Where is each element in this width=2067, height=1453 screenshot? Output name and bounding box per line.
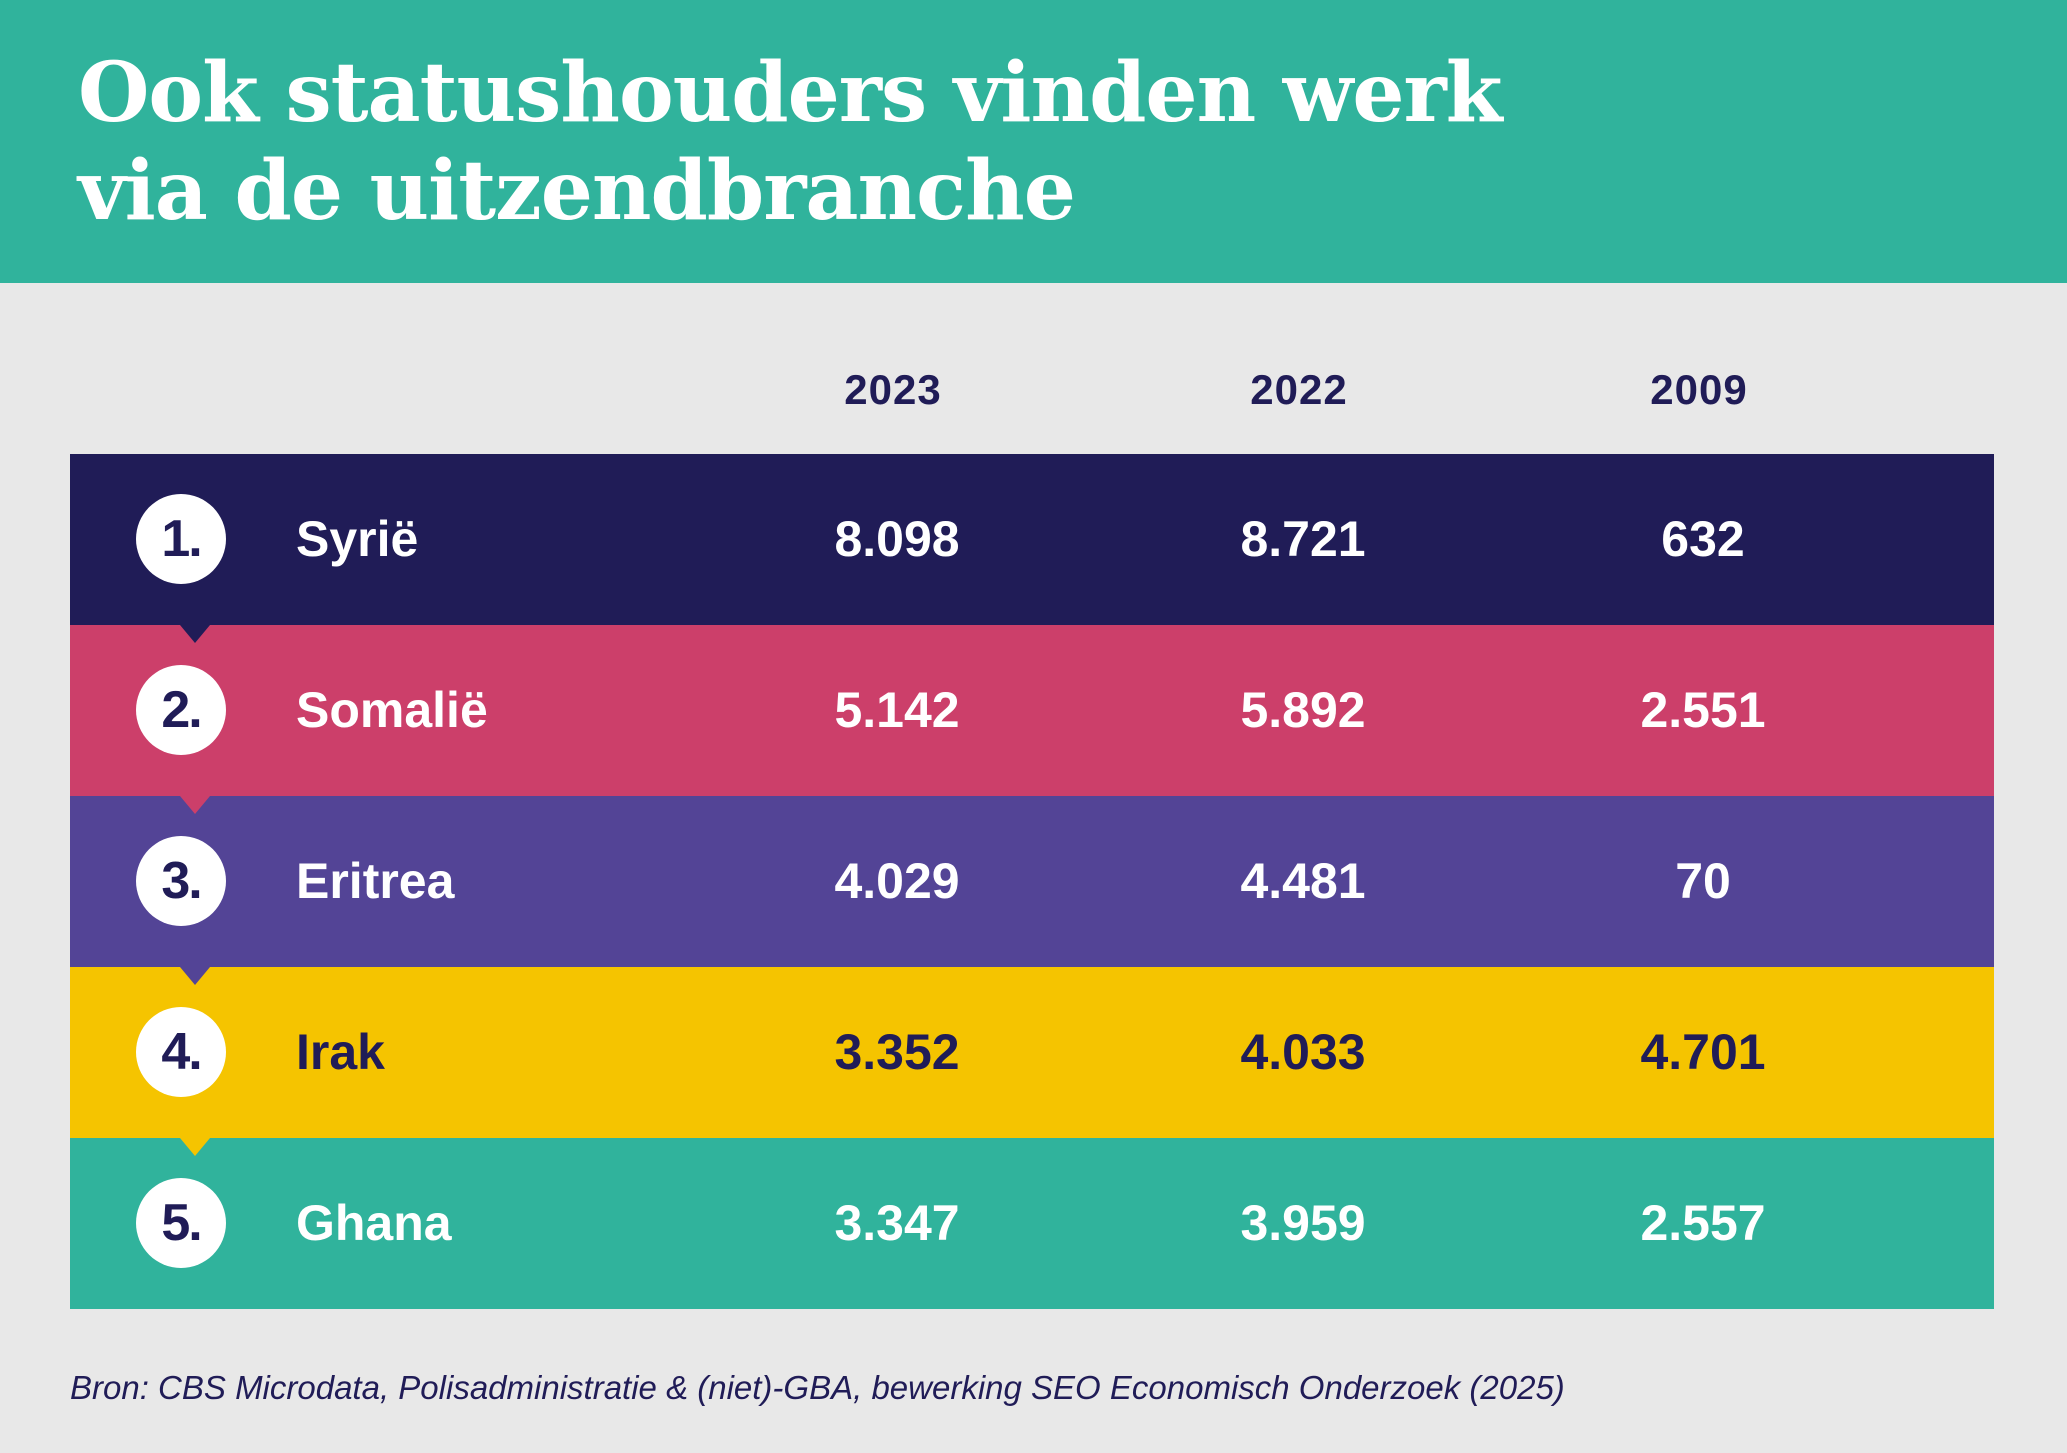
column-header-2022: 2022: [1250, 366, 1348, 413]
country-label: Eritrea: [296, 853, 455, 909]
rank-badge: 4.: [136, 1007, 226, 1097]
page-title: Ook statushouders vinden werk via de uit…: [78, 44, 1503, 240]
value-2023: 4.029: [834, 853, 960, 909]
table-row-2: 2. Somalië 5.142 5.892 2.551: [70, 625, 1994, 814]
title-line-2: via de uitzendbranche: [78, 143, 1076, 239]
rank-badge: 1.: [136, 494, 226, 584]
country-label: Syrië: [296, 511, 419, 567]
column-header-2009: 2009: [1650, 366, 1748, 413]
country-label: Irak: [296, 1024, 385, 1080]
value-2009: 2.551: [1640, 682, 1766, 738]
value-2009: 2.557: [1640, 1195, 1766, 1251]
value-2022: 4.033: [1240, 1024, 1366, 1080]
table-row-5: 5. Ghana 3.347 3.959 2.557: [70, 1138, 1994, 1309]
value-2023: 3.352: [834, 1024, 960, 1080]
value-2023: 5.142: [834, 682, 960, 738]
value-2022: 8.721: [1240, 511, 1366, 567]
header-banner: Ook statushouders vinden werk via de uit…: [0, 0, 2067, 283]
country-label: Somalië: [296, 682, 488, 738]
value-2023: 8.098: [834, 511, 960, 567]
value-2022: 3.959: [1240, 1195, 1366, 1251]
title-line-1: Ook statushouders vinden werk: [78, 45, 1503, 141]
table-row-3: 3. Eritrea 4.029 4.481 70: [70, 796, 1994, 985]
table-row-1: 1. Syrië 8.098 8.721 632: [70, 454, 1994, 643]
value-2009: 70: [1675, 853, 1731, 909]
rank-badge: 3.: [136, 836, 226, 926]
value-2023: 3.347: [834, 1195, 960, 1251]
rank-badge: 5.: [136, 1178, 226, 1268]
value-2022: 5.892: [1240, 682, 1366, 738]
column-header-2023: 2023: [844, 366, 942, 413]
value-2009: 4.701: [1640, 1024, 1766, 1080]
table-row-4: 4. Irak 3.352 4.033 4.701: [70, 967, 1994, 1156]
rank-badge: 2.: [136, 665, 226, 755]
country-label: Ghana: [296, 1195, 452, 1251]
source-note: Bron: CBS Microdata, Polisadministratie …: [70, 1369, 1565, 1406]
value-2009: 632: [1661, 511, 1745, 567]
value-2022: 4.481: [1240, 853, 1366, 909]
